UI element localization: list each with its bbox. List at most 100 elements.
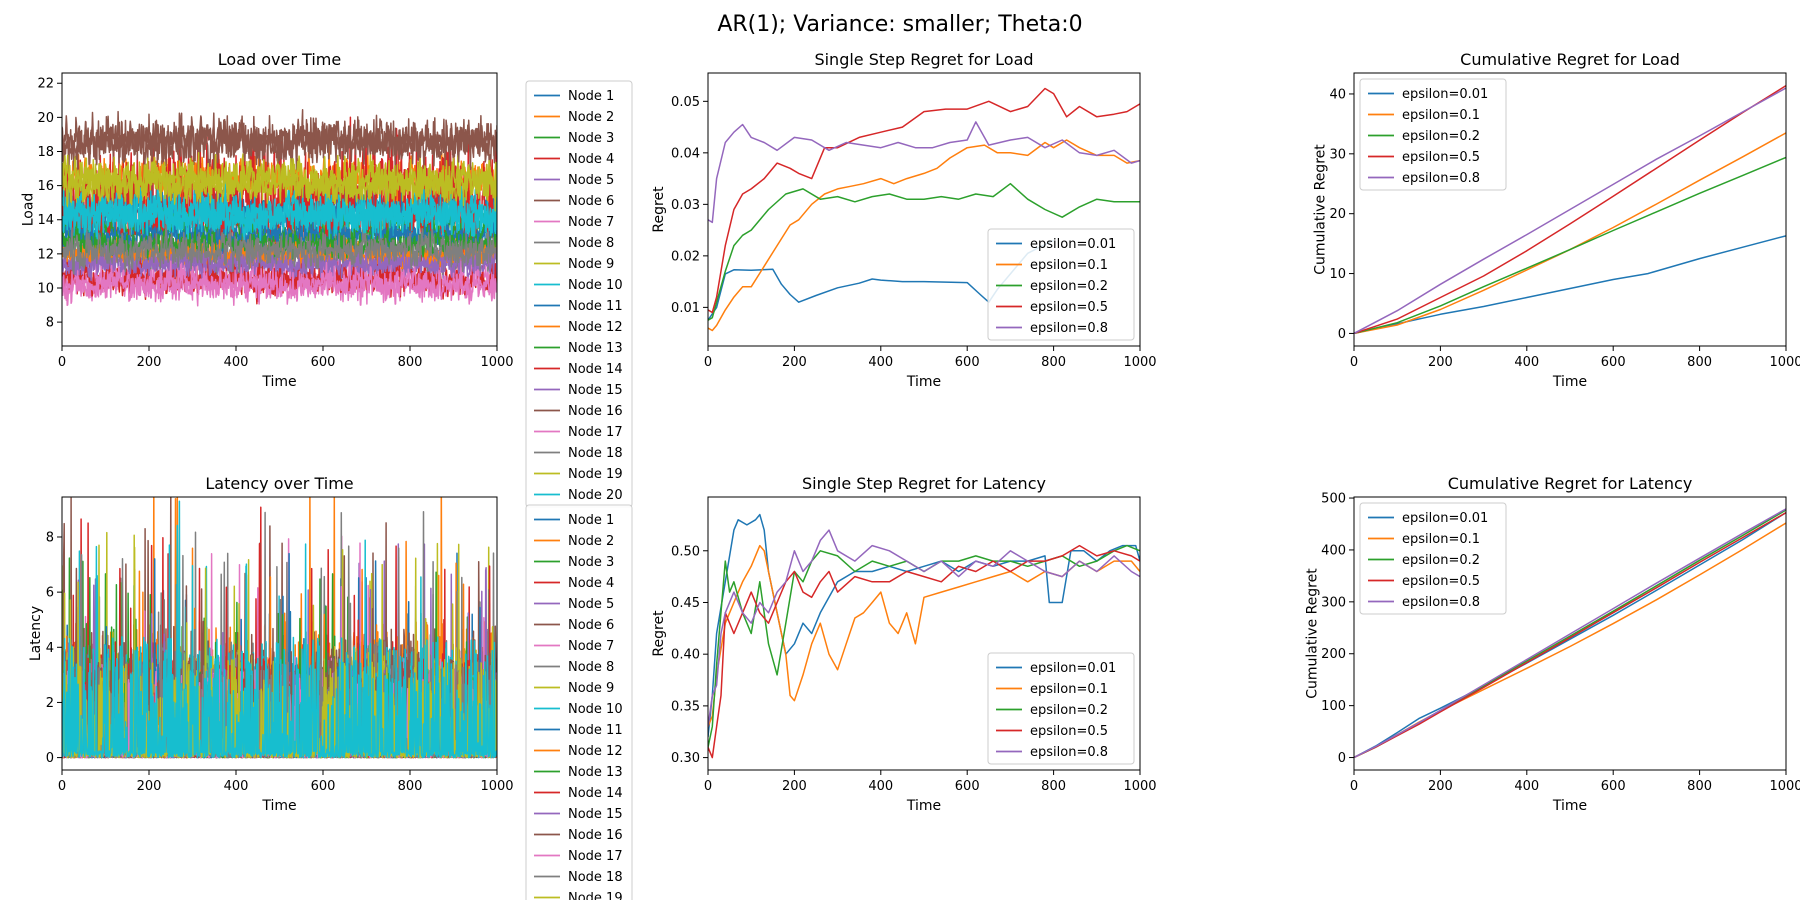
legend-label: Node 5 (568, 173, 614, 188)
y-tick-label: 2 (46, 696, 54, 711)
y-tick-label: 0.01 (671, 301, 700, 316)
series-line (1354, 235, 1786, 335)
series-line (1354, 511, 1786, 759)
y-tick-label: 0.40 (671, 648, 700, 663)
legend-label: Node 15 (568, 383, 623, 398)
y-tick-label: 0.04 (671, 146, 700, 161)
legend-label: epsilon=0.1 (1030, 682, 1108, 697)
legend-label: epsilon=0.8 (1402, 595, 1480, 610)
legend-label: Node 7 (568, 639, 614, 654)
axes-frame (707, 496, 1141, 771)
x-tick-label: 200 (137, 355, 162, 370)
chart-title: Cumulative Regret for Latency (1448, 474, 1693, 493)
y-tick-label: 100 (1321, 699, 1346, 714)
legend-label: Node 16 (568, 404, 623, 419)
series-line (62, 109, 497, 173)
y-tick-label: 18 (37, 145, 54, 160)
chart-title: Single Step Regret for Latency (802, 474, 1046, 493)
axes-frame (707, 72, 1141, 347)
legend-label: Node 10 (568, 278, 623, 293)
legend-label: Node 17 (568, 425, 623, 440)
y-tick-label: 8 (46, 316, 54, 331)
legend-label: epsilon=0.1 (1402, 532, 1480, 547)
x-tick-label: 600 (955, 779, 980, 794)
legend-label: epsilon=0.5 (1030, 724, 1108, 739)
legend-label: Node 2 (568, 110, 614, 125)
chart-ssr_load: Single Step Regret for Load 0 200 400 600 800… (651, 50, 1157, 390)
legend-label: Node 11 (568, 723, 623, 738)
legend-label: epsilon=0.01 (1402, 87, 1488, 102)
x-tick-label: 0 (704, 779, 712, 794)
legend-label: epsilon=0.01 (1030, 661, 1116, 676)
plot-area (708, 513, 1140, 759)
legend-label: epsilon=0.01 (1402, 511, 1488, 526)
plot-area (1354, 508, 1786, 759)
y-tick-label: 400 (1321, 543, 1346, 558)
y-tick-label: 500 (1321, 492, 1346, 507)
y-tick-label: 40 (1329, 87, 1346, 102)
legend: epsilon=0.01 epsilon=0.1 epsilon=0.2 epsilo… (1359, 78, 1507, 191)
legend-label: Node 5 (568, 597, 614, 612)
legend-label: epsilon=0.1 (1402, 108, 1480, 123)
x-tick-label: 400 (868, 355, 893, 370)
legend-label: epsilon=0.1 (1030, 258, 1108, 273)
legend-label: Node 18 (568, 446, 623, 461)
series-line (708, 182, 1140, 321)
legend-label: Node 12 (568, 320, 623, 335)
x-tick-label: 1000 (1123, 779, 1156, 794)
legend-label: epsilon=0.8 (1030, 745, 1108, 760)
legend-label: Node 8 (568, 660, 614, 675)
x-tick-label: 1000 (1123, 355, 1156, 370)
y-tick-label: 0.30 (671, 751, 700, 766)
plot-area (62, 497, 497, 759)
x-tick-label: 800 (1687, 355, 1712, 370)
legend-label: Node 9 (568, 257, 614, 272)
y-tick-label: 6 (46, 586, 54, 601)
legend-label: epsilon=0.2 (1030, 279, 1108, 294)
x-tick-label: 600 (311, 355, 336, 370)
series-line (708, 513, 1140, 737)
series-line (1354, 87, 1786, 335)
y-tick-label: 300 (1321, 595, 1346, 610)
axes-frame (1353, 496, 1787, 771)
y-axis-label: Cumulative Regret (1312, 144, 1328, 275)
y-tick-label: 200 (1321, 647, 1346, 662)
series-line (62, 192, 497, 242)
series-line (708, 544, 1140, 759)
legend-label: Node 19 (568, 467, 623, 482)
x-tick-label: 400 (1514, 779, 1539, 794)
y-tick-label: 0.05 (671, 95, 700, 110)
y-tick-label: 0 (1338, 327, 1346, 342)
legend-label: Node 13 (568, 341, 623, 356)
y-tick-label: 8 (46, 530, 54, 545)
legend-label: Node 8 (568, 236, 614, 251)
x-tick-label: 600 (955, 355, 980, 370)
chart-title: Load over Time (218, 50, 341, 69)
series-line (1354, 156, 1786, 335)
series-line (708, 87, 1140, 314)
x-tick-label: 200 (1428, 779, 1453, 794)
x-tick-label: 800 (1687, 779, 1712, 794)
legend-label: Node 1 (568, 513, 614, 528)
legend-label: Node 14 (568, 786, 623, 801)
chart-latency: Latency over Time 0 200 400 600 800 1000 0 2 4 6 8 T… (28, 474, 633, 900)
y-axis-label: Regret (651, 186, 667, 233)
x-tick-label: 0 (704, 355, 712, 370)
legend-label: Node 18 (568, 870, 623, 885)
chart-title: Single Step Regret for Load (814, 50, 1033, 69)
y-tick-label: 12 (37, 247, 54, 262)
y-tick-label: 20 (1329, 207, 1346, 222)
legend-label: Node 6 (568, 618, 614, 633)
x-tick-label: 200 (137, 779, 162, 794)
legend: epsilon=0.01 epsilon=0.1 epsilon=0.2 epsilo… (1359, 502, 1507, 615)
x-tick-label: 400 (224, 779, 249, 794)
axes-frame (61, 496, 498, 771)
legend-label: epsilon=0.8 (1030, 321, 1108, 336)
legend-label: Node 14 (568, 362, 623, 377)
chart-title: Cumulative Regret for Load (1460, 50, 1680, 69)
legend-label: Node 13 (568, 765, 623, 780)
x-axis-label: Time (1552, 374, 1587, 390)
y-tick-label: 10 (1329, 267, 1346, 282)
y-tick-label: 0.45 (671, 596, 700, 611)
x-tick-label: 0 (58, 779, 66, 794)
